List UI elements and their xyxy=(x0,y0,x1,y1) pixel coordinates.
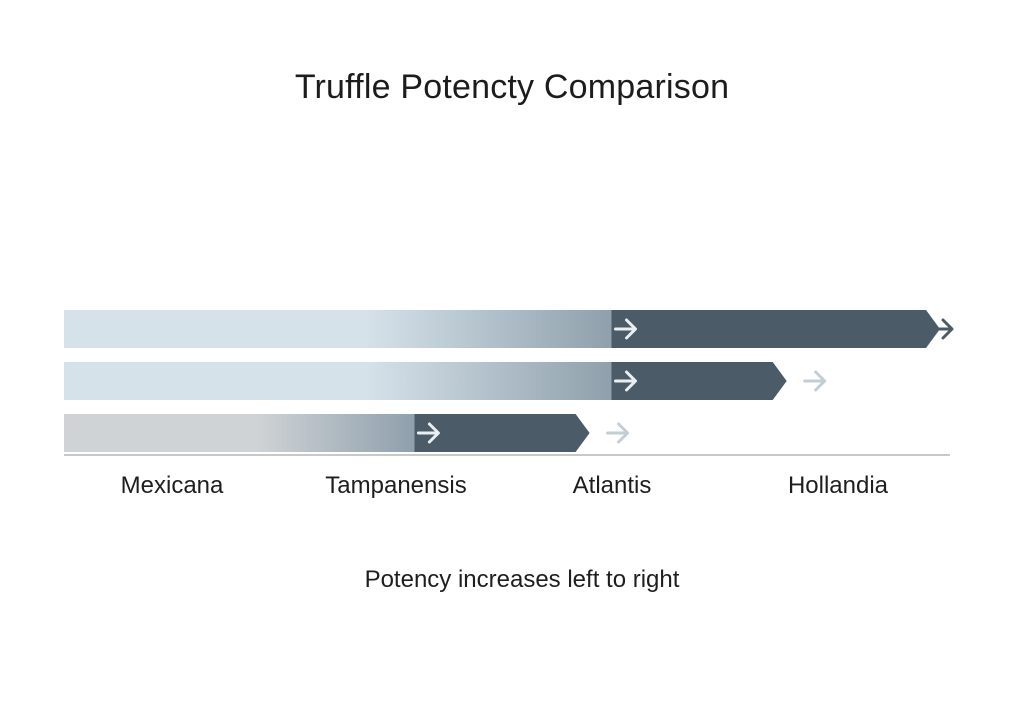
bar-0-light-segment xyxy=(64,310,612,348)
chart-title: Truffle Potencty Comparison xyxy=(294,68,730,106)
category-label-mexicana: Mexicana xyxy=(120,472,224,499)
bar-0-transition-arrow-icon xyxy=(614,318,637,340)
bar-0-dark-segment xyxy=(611,310,940,348)
category-label-tampanensis: Tampanensis xyxy=(325,472,467,499)
bar-1-dark-segment xyxy=(611,362,787,400)
bar-2-dark-segment xyxy=(414,414,590,452)
category-label-atlantis: Atlantis xyxy=(572,472,652,499)
bar-1-transition-arrow-icon xyxy=(614,370,637,392)
bar-2-light-segment xyxy=(64,414,415,452)
category-label-hollandia: Hollandia xyxy=(787,472,889,499)
x-axis-caption: Potency increases left to right xyxy=(364,566,680,593)
bar-0-tip-arrow-icon xyxy=(930,318,954,340)
bar-1-light-segment xyxy=(64,362,612,400)
bar-1-tip-arrow-icon xyxy=(803,370,827,392)
bar-2-transition-arrow-icon xyxy=(416,422,440,444)
bar-2-tip-arrow-icon xyxy=(606,422,630,444)
